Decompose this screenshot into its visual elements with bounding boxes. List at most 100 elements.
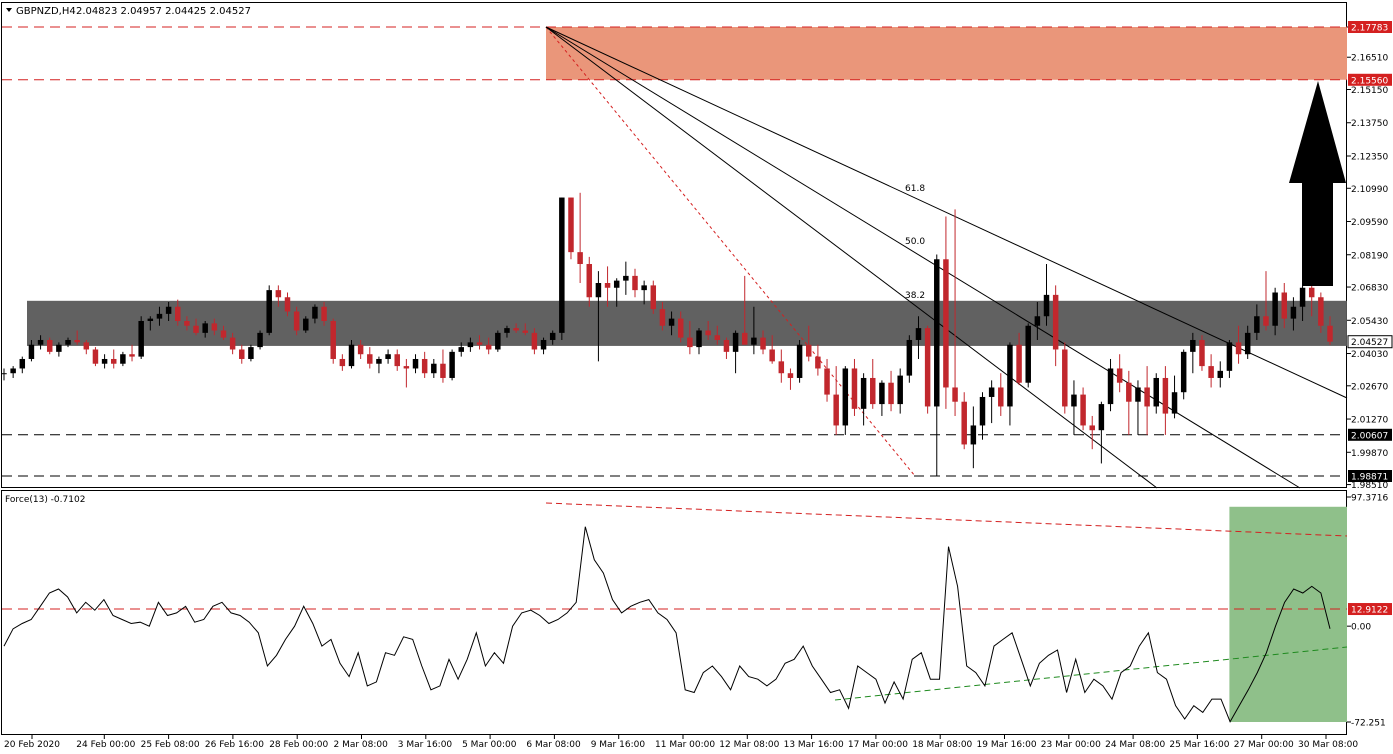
price-tick-label: 2.13750 [1351,119,1388,129]
fan-line [545,26,1158,489]
fib-label: 50.0 [905,237,925,247]
force-support-trendline [834,646,1348,701]
time-tick-label: 24 Feb 00:00 [76,740,135,750]
candle-body [705,330,711,336]
candle-body [833,394,839,426]
level-tag-label: 2.17783 [1351,24,1388,34]
price-tick-label: 2.02670 [1351,382,1388,392]
candle-body [28,344,35,359]
candle-body [1116,368,1123,383]
candle-body [787,373,794,378]
candle-body [129,354,135,357]
candle-body [202,323,208,333]
candle-body [458,347,464,352]
indicator-label: Force(13) -0.7102 [5,495,85,505]
candle-body [696,330,702,348]
candle-body [1180,351,1187,393]
price-axis: 2.17783 2.16510 2.15150 2.13750 2.12350 2.109… [1347,24,1388,491]
candle-body [74,339,80,343]
time-tick-label: 24 Mar 08:00 [1105,740,1165,750]
fibonacci-fan: 61.8 50.0 38.2 [545,26,1348,489]
candle-body [1144,387,1150,407]
time-axis: 20 Feb 2020 24 Feb 00:00 25 Feb 08:00 26 Fe… [4,735,1358,750]
force-level-tag-label: 12.9122 [1351,606,1388,616]
symbol-label: GBPNZD,H4 [16,6,76,17]
candle-body [376,358,382,364]
candle-body [943,259,949,388]
force-axis: 97.3716 0.00 -72.251 12.9122 [1347,494,1392,729]
dropdown-arrow-icon[interactable] [6,8,12,12]
ohlc-label: 2.04823 2.04957 2.04425 2.04527 [76,6,251,17]
level-tag-label: 2.00607 [1351,431,1388,441]
candle-body [1244,332,1251,355]
candle-body [56,344,62,352]
time-tick-label: 12 Mar 08:00 [719,740,779,750]
time-tick-label: 3 Mar 16:00 [398,740,453,750]
force-tick-label: 97.3716 [1351,494,1388,504]
candle-body [1126,382,1132,402]
candle-body [1226,342,1233,371]
time-tick-label: 13 Mar 16:00 [784,740,844,750]
candle-body [330,320,336,359]
candle-body [769,349,775,362]
candle-body [513,328,519,331]
candle-body [1171,392,1178,414]
candle-body [961,401,967,445]
candle-body [293,311,300,331]
candle-body [1007,344,1013,407]
candle-body [431,363,437,374]
candle-body [1043,294,1050,317]
candle-body [266,290,272,333]
candle-body [577,252,583,265]
candle-body [92,349,99,364]
candle-body [1308,287,1315,298]
price-tick-label: 2.01270 [1351,416,1388,426]
level-tag-box [1348,428,1392,441]
candle-body [650,285,657,310]
candle-body [37,339,44,345]
candle-body [879,382,885,405]
candle-body [778,361,785,374]
candle-body [1034,316,1041,326]
candle-body [741,332,748,345]
time-tick-label: 17 Mar 00:00 [848,740,908,750]
candle-body [1281,292,1288,319]
candle-body [586,264,593,298]
candle-body [83,342,90,350]
candle-body [110,358,117,364]
time-tick-label: 18 Mar 08:00 [912,740,972,750]
level-tag-label: 2.15560 [1351,76,1388,86]
candle-body [1190,339,1196,352]
candle-body [1318,297,1324,326]
candle-body [924,328,931,407]
price-tick-label: 2.15150 [1351,86,1388,96]
candle-body [760,337,766,350]
candle-body [476,342,483,345]
candle-body [495,332,501,350]
candle-body [815,356,821,369]
candle-body [303,318,309,331]
time-tick-label: 20 Feb 2020 [4,740,60,750]
candle-body [934,259,940,407]
level-tag-box [1347,335,1393,349]
candle-body [312,306,318,319]
candle-body [193,325,199,333]
candle-body [348,344,355,367]
support-zone [27,300,1347,346]
candle-body [613,280,620,288]
level-tag-label: 2.04527 [1351,338,1388,348]
candle-body [485,344,492,350]
force-tick-label: -72.251 [1351,719,1386,729]
candle-body [138,320,144,357]
candle-body [1162,377,1169,414]
candle-body [568,197,574,253]
price-tick-label: 2.12350 [1351,152,1388,162]
candle-body [65,339,71,345]
time-tick-label: 5 Mar 00:00 [462,740,517,750]
candle-body [1080,394,1086,426]
candle-body [641,285,647,291]
candle-body [952,387,958,402]
force-trendlines [2,502,1348,701]
time-tick-label: 27 Mar 00:00 [1234,740,1294,750]
